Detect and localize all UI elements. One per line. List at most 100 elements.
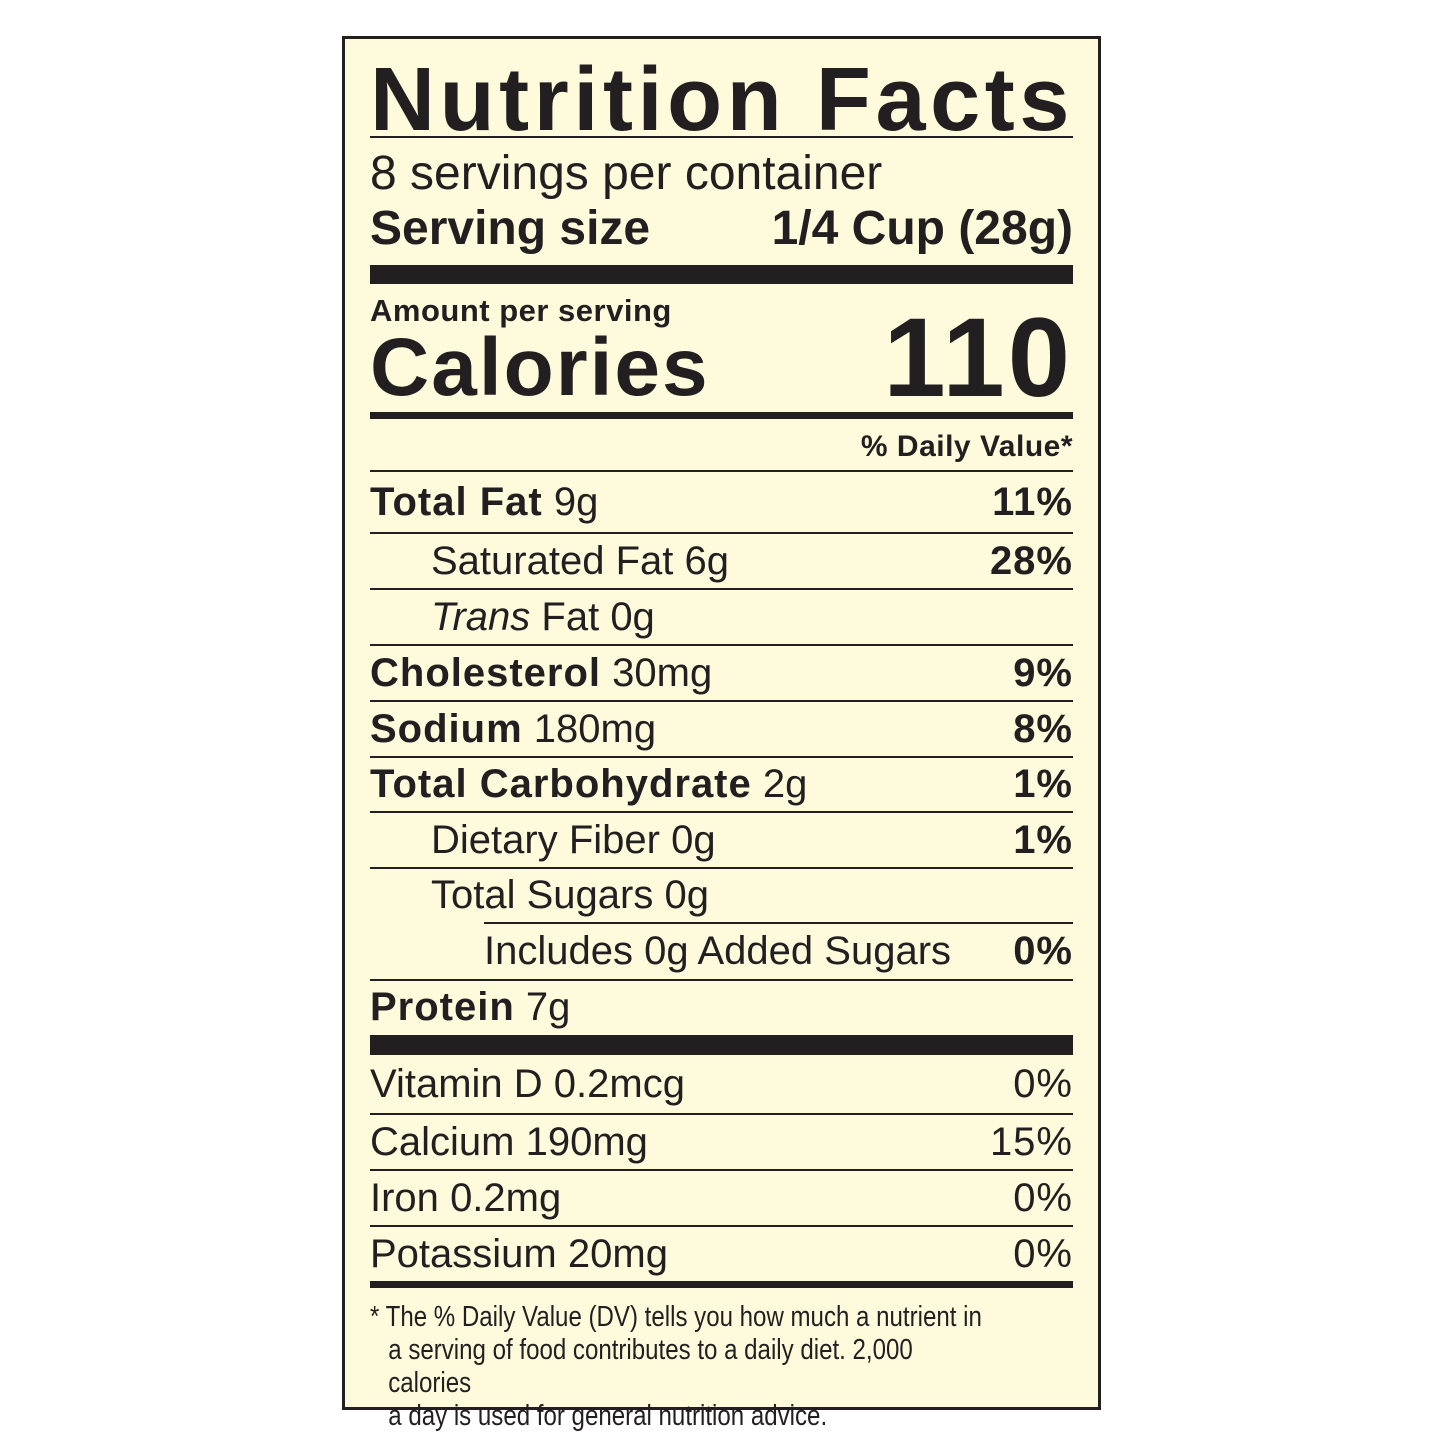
nutrient-amount: 0g [664,873,709,917]
nutrient-name: Total Carbohydrate [370,762,752,806]
nutrient-row: Dietary Fiber 0g 1% [431,812,1073,868]
nutrient-label: Saturated Fat 6g [431,539,729,584]
divider-thick [370,265,1073,284]
nutrient-amount: 0g [671,817,716,862]
nutrient-row: Sodium 180mg 8% [370,701,1073,757]
nutrient-amount: 30mg [612,650,713,695]
nutrient-daily-value: 9% [1013,650,1073,695]
nutrient-amount: 6g [684,538,730,583]
serving-size-label: Serving size [370,202,651,255]
divider-thin [370,644,1073,646]
nutrient-name: Sodium [370,706,523,751]
nutrient-name: Total Fat [370,480,543,524]
divider-thin [370,979,1073,981]
nutrient-label: Total Carbohydrate 2g [370,762,807,807]
nutrient-daily-value: 1% [1013,817,1073,862]
vitamin-amount: 0.2mcg [553,1062,685,1106]
vitamin-amount: 190mg [525,1119,648,1164]
nutrient-label: Dietary Fiber 0g [431,818,716,863]
divider-medium [370,412,1073,419]
divider-thin [370,1169,1073,1171]
nutrient-amount: 2g [762,762,808,806]
vitamin-label: Iron 0.2mg [370,1176,561,1221]
vitamin-name: Vitamin D [370,1062,543,1106]
divider-thin [370,756,1073,758]
nutrition-facts-label: Nutrition Facts 8 servings per container… [342,36,1101,1432]
divider-thin [370,867,1073,869]
vitamin-daily-value: 0% [1013,1231,1073,1276]
divider-thin [370,1113,1073,1115]
divider-thin [370,136,1073,138]
nutrient-name: Fat [530,594,600,639]
vitamin-label: Vitamin D 0.2mcg [370,1062,685,1107]
divider-thin [370,470,1073,472]
nutrient-label: Cholesterol 30mg [370,651,712,696]
calories-label: Calories [370,322,710,413]
nutrient-row: Total Sugars 0g [431,868,1073,923]
vitamin-row: Iron 0.2mg 0% [370,1170,1073,1226]
nutrient-row: Total Carbohydrate 2g 1% [370,757,1073,812]
nutrient-label: Protein 7g [370,985,570,1030]
vitamin-name: Calcium [370,1119,515,1164]
vitamin-name: Potassium [370,1231,557,1276]
servings-per-container: 8 servings per container [370,147,883,200]
nutrient-row: Includes 0g Added Sugars 0% [484,923,1073,980]
serving-size-value: 1/4 Cup (28g) [771,202,1073,255]
nutrient-daily-value: 8% [1013,706,1073,751]
nutrient-row: Protein 7g [370,980,1073,1035]
calories-value: 110 [883,295,1073,420]
divider-thin [370,588,1073,590]
vitamin-amount: 20mg [567,1231,668,1276]
nutrient-row: Total Fat 9g 11% [370,472,1073,533]
footnote: * The % Daily Value (DV) tells you how m… [370,1301,1001,1433]
divider-thin [370,532,1073,534]
footnote-line: a day is used for general nutrition advi… [388,1400,828,1432]
nutrient-name: Includes 0g Added Sugars [484,929,952,973]
vitamin-label: Calcium 190mg [370,1120,648,1165]
vitamin-name: Iron [370,1175,439,1220]
footnote-line: * The % Daily Value (DV) tells you how m… [370,1301,982,1333]
nutrient-name: Protein [370,985,515,1029]
nutrient-daily-value: 1% [1013,762,1073,806]
nutrient-label: Total Fat 9g [370,480,598,525]
footnote-line: a serving of food contributes to a daily… [388,1334,913,1399]
vitamin-row: Calcium 190mg 15% [370,1114,1073,1170]
divider-medium [370,1281,1073,1288]
vitamin-row: Potassium 20mg 0% [370,1226,1073,1282]
nutrient-amount: 7g [525,985,571,1029]
nutrient-daily-value: 11% [992,480,1073,524]
nutrient-amount: 9g [553,480,599,524]
nutrient-name-italic: Trans [431,594,531,639]
nutrient-name: Cholesterol [370,650,602,695]
divider-thick [370,1035,1073,1055]
nutrient-row: Cholesterol 30mg 9% [370,645,1073,701]
calories-row: Calories 110 [370,302,1073,414]
nutrient-row: Trans Fat 0g [431,589,1073,645]
nutrient-row: Saturated Fat 6g 28% [431,533,1073,589]
nutrient-name: Dietary Fiber [431,817,660,862]
vitamin-row: Vitamin D 0.2mcg 0% [370,1055,1073,1114]
nutrient-amount: 180mg [533,706,657,751]
nutrient-name: Saturated Fat [431,538,674,583]
nutrient-label: Total Sugars 0g [431,873,709,918]
nutrient-name: Total Sugars [431,873,654,917]
amount-per-serving: Amount per serving [370,293,672,328]
nutrient-label: Sodium 180mg [370,707,656,752]
vitamin-daily-value: 15% [989,1119,1073,1164]
divider-thin [370,700,1073,702]
vitamin-daily-value: 0% [1013,1175,1073,1220]
label-title: Nutrition Facts [370,50,1075,150]
divider-thin [484,922,1073,924]
divider-thin [370,811,1073,813]
vitamin-daily-value: 0% [1013,1062,1073,1106]
nutrient-amount: 0g [610,594,655,639]
vitamin-label: Potassium 20mg [370,1232,668,1277]
vitamin-amount: 0.2mg [450,1175,562,1220]
nutrient-daily-value: 0% [1013,929,1073,973]
daily-value-header: % Daily Value* [860,430,1073,463]
divider-thin [370,1225,1073,1227]
nutrient-daily-value: 28% [989,538,1073,583]
serving-size: Serving size 1/4 Cup (28g) [370,201,1073,257]
nutrient-label: Includes 0g Added Sugars [484,929,951,974]
nutrient-label: Trans Fat 0g [431,595,655,640]
